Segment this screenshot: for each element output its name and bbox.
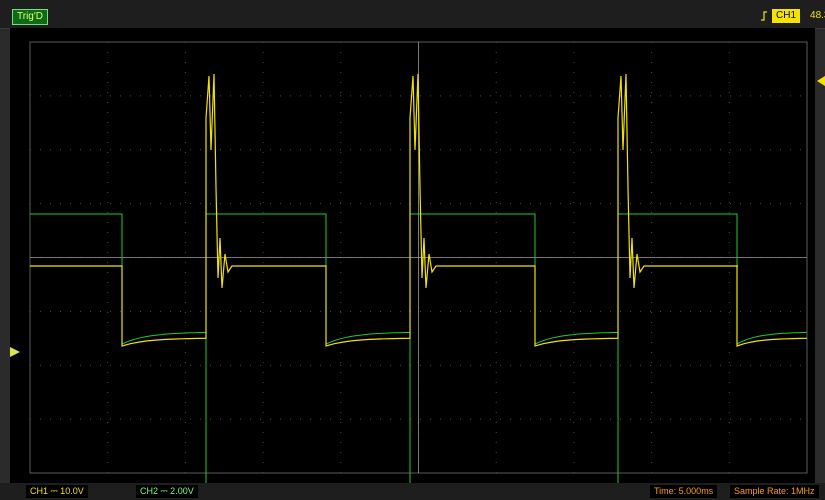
- top-status-bar: Trig'D CH1 48.3V: [0, 0, 825, 29]
- trigger-status-badge: Trig'D: [12, 9, 48, 25]
- time-base-readout[interactable]: Time: 5.000ms: [650, 485, 718, 498]
- trigger-channel-badge: CH1: [772, 9, 801, 23]
- ch2-trace-group: [30, 213, 808, 483]
- ch2-ground-marker[interactable]: [10, 347, 20, 357]
- trigger-level-marker[interactable]: [817, 76, 825, 86]
- ch1-trace: [30, 73, 808, 347]
- bottom-status-bar: CH1 ⎓ 10.0V CH2 ⎓ 2.00V Time: 5.000ms Sa…: [0, 483, 825, 500]
- trigger-channel-indicator[interactable]: CH1 48.3V: [760, 9, 825, 23]
- ch2-trace: [30, 213, 808, 483]
- ch1-scale-readout[interactable]: CH1 ⎓ 10.0V: [26, 485, 88, 498]
- graticule-grid: [29, 41, 808, 474]
- waveform-plot: [29, 41, 808, 483]
- oscilloscope-screen[interactable]: [10, 28, 815, 483]
- ch2-scale-readout[interactable]: CH2 ⎓ 2.00V: [136, 485, 198, 498]
- trigger-level-value: 48.3V: [810, 10, 825, 21]
- rising-edge-icon: [761, 11, 767, 21]
- sample-rate-readout[interactable]: Sample Rate: 1MHz: [730, 485, 819, 498]
- ch1-trace-group: [30, 73, 808, 347]
